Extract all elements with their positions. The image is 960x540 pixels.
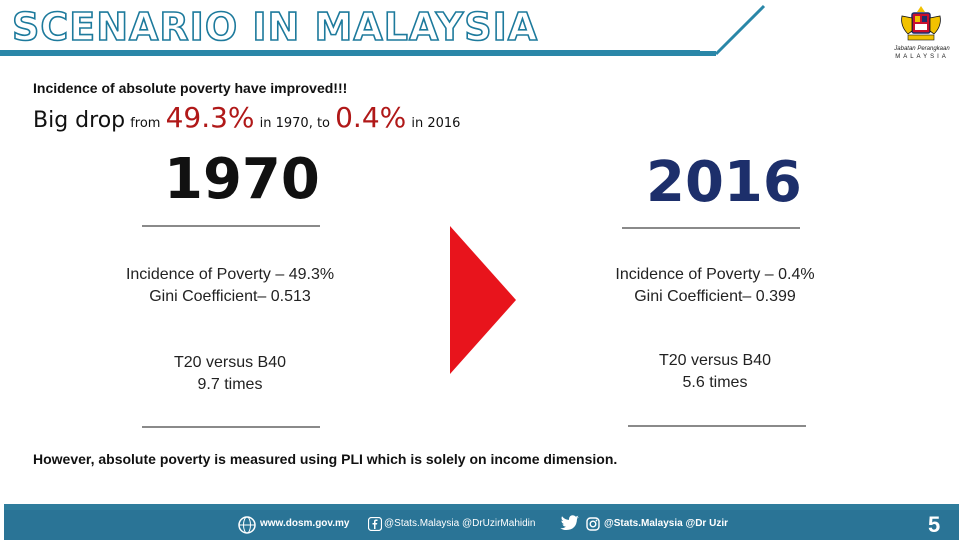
- right-top-divider: [622, 227, 800, 229]
- right-gini-coefficient: Gini Coefficient– 0.399: [634, 288, 796, 306]
- big-drop-line: Big drop from 49.3% in 1970, to 0.4% in …: [33, 104, 460, 132]
- footer-inner: [4, 510, 959, 540]
- big-drop-value-2016: 0.4%: [335, 101, 407, 134]
- footer-handle-primary[interactable]: @Stats.Malaysia @DrUzirMahidin: [384, 518, 536, 529]
- footnote: However, absolute poverty is measured us…: [33, 451, 618, 467]
- right-t20-label: T20 versus B40: [658, 352, 772, 369]
- footer-website-link[interactable]: www.dosm.gov.my: [260, 518, 350, 529]
- globe-icon: [238, 516, 256, 534]
- page-number: 5: [928, 512, 941, 537]
- left-ratio-group: T20 versus B40 9.7 times: [100, 352, 360, 397]
- right-bottom-divider: [628, 425, 806, 427]
- footer-handle-secondary[interactable]: @Stats.Malaysia @Dr Uzir: [604, 518, 728, 529]
- left-t20-value: 9.7 times: [197, 376, 263, 394]
- headline: Incidence of absolute poverty have impro…: [33, 80, 348, 96]
- big-drop-value-1970: 49.3%: [165, 101, 255, 134]
- year-1970: 1970: [164, 147, 320, 212]
- header-slant-decoration: [696, 4, 768, 56]
- right-poverty-incidence: Incidence of Poverty – 0.4%: [615, 266, 815, 283]
- right-stats-group: Incidence of Poverty – 0.4% Gini Coeffic…: [590, 264, 840, 309]
- left-stats-group: Incidence of Poverty – 49.3% Gini Coeffi…: [100, 264, 360, 309]
- header-rule: [0, 50, 700, 56]
- right-ratio-group: T20 versus B40 5.6 times: [590, 350, 840, 395]
- department-name: Jabatan Perangkaan MALAYSIA: [884, 46, 960, 61]
- left-gini-coefficient: Gini Coefficient– 0.513: [149, 288, 311, 306]
- arrow-right-icon: [450, 226, 516, 374]
- big-drop-lead: Big drop: [33, 108, 126, 133]
- malaysia-crest-logo: [896, 4, 946, 44]
- big-drop-from: from: [130, 116, 161, 131]
- facebook-icon[interactable]: [368, 517, 382, 531]
- big-drop-in-1970: in 1970, to: [259, 116, 331, 131]
- right-t20-value: 5.6 times: [682, 374, 748, 392]
- department-name-line1: Jabatan Perangkaan: [894, 46, 950, 52]
- footer-bar: [4, 504, 959, 540]
- left-bottom-divider: [142, 426, 320, 428]
- year-2016: 2016: [646, 150, 802, 215]
- left-t20-label: T20 versus B40: [173, 354, 287, 371]
- left-poverty-incidence: Incidence of Poverty – 49.3%: [125, 266, 335, 283]
- big-drop-in-2016: in 2016: [411, 116, 461, 131]
- slide-title: SCENARIO IN MALAYSIA: [11, 5, 539, 49]
- left-top-divider: [142, 225, 320, 227]
- instagram-icon[interactable]: [586, 517, 600, 531]
- department-name-line2: MALAYSIA: [895, 53, 949, 60]
- twitter-icon[interactable]: [560, 515, 580, 532]
